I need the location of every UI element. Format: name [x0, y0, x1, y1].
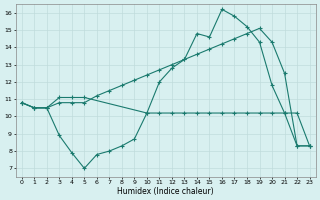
X-axis label: Humidex (Indice chaleur): Humidex (Indice chaleur) [117, 187, 214, 196]
